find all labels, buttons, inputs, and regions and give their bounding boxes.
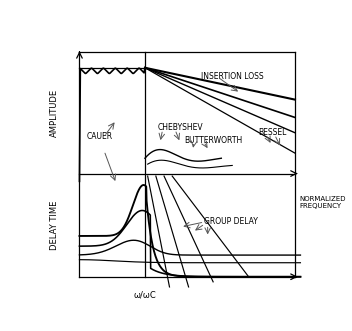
Text: INSERTION LOSS: INSERTION LOSS: [201, 72, 264, 81]
Text: DELAY TIME: DELAY TIME: [50, 201, 59, 250]
Text: BUTTERWORTH: BUTTERWORTH: [184, 136, 243, 145]
Text: GROUP DELAY: GROUP DELAY: [203, 217, 257, 226]
Text: AMPLITUDE: AMPLITUDE: [50, 89, 59, 137]
Text: CAUER: CAUER: [86, 132, 112, 141]
Text: ω/ωC: ω/ωC: [133, 291, 156, 300]
Text: NORMALIZED
FREQUENCY: NORMALIZED FREQUENCY: [299, 197, 346, 210]
Text: BESSEL: BESSEL: [258, 128, 287, 137]
Text: CHEBYSHEV: CHEBYSHEV: [157, 123, 203, 132]
